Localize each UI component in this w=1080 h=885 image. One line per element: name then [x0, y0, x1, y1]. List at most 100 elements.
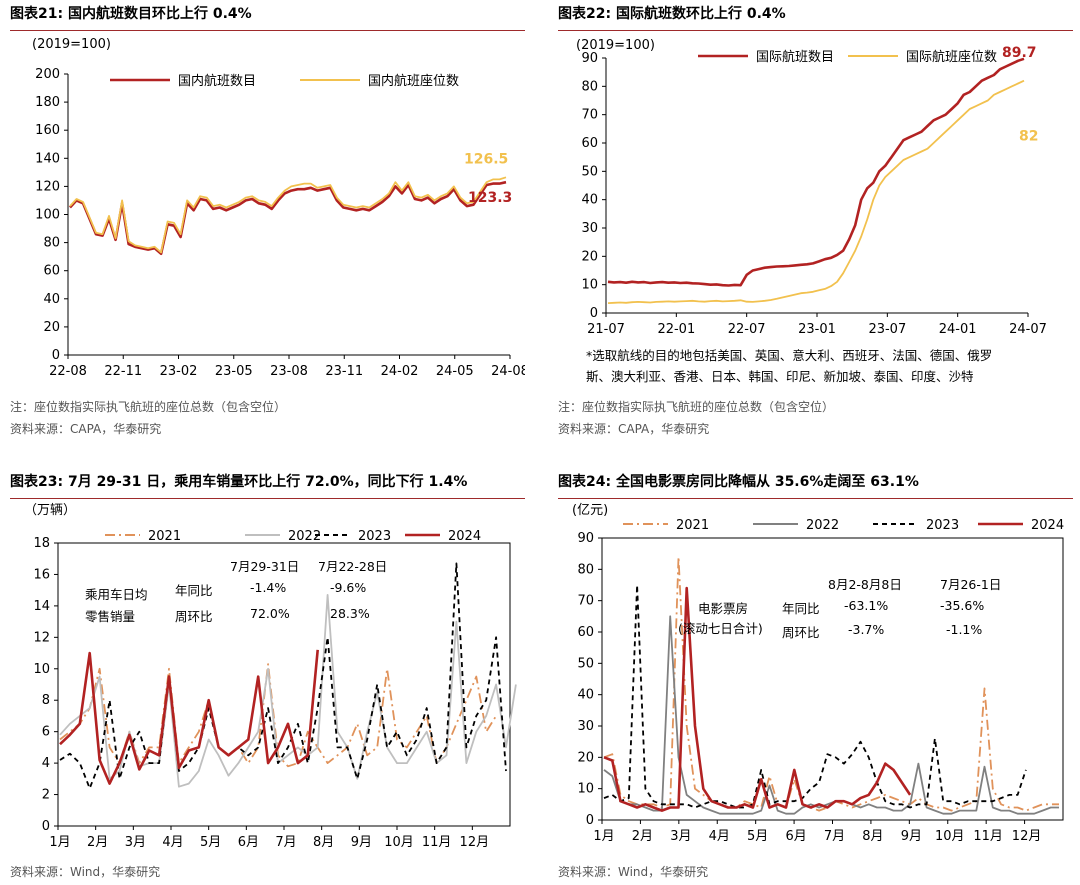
- y-tick-label: 90: [577, 531, 594, 546]
- legend-label: 2024: [448, 529, 481, 544]
- y-tick-label: 20: [581, 249, 598, 264]
- x-tick-label: 24-08: [491, 364, 525, 379]
- y-tick-label: 60: [43, 264, 60, 279]
- x-tick-label: 24-05: [436, 364, 474, 379]
- legend-label: 2023: [926, 518, 959, 533]
- panel-21-note: 注：座位数指实际执飞航班的座位总数（包含空位）: [10, 400, 287, 414]
- y-tick-label: 10: [581, 278, 598, 293]
- table-label-1: 电影票房: [698, 601, 749, 616]
- y-unit-label: (2019=100): [32, 37, 111, 52]
- end-value-label: 123.3: [468, 190, 512, 206]
- y-tick-label: 20: [43, 320, 60, 335]
- x-tick-label: 24-01: [939, 322, 977, 337]
- chart-21: 0 20 40 60 80 100 120 140 160 180 200 (2019=100) 22-…: [32, 37, 525, 379]
- value-yoy-current: -63.1%: [844, 598, 889, 613]
- x-tick-label: 22-08: [49, 364, 87, 379]
- x-tick-label: 6月: [238, 835, 259, 850]
- y-tick-label: 8: [42, 693, 50, 708]
- x-tick-label: 22-01: [657, 322, 695, 337]
- y-tick-label: 6: [42, 725, 50, 740]
- y-tick-label: 0: [590, 306, 598, 321]
- x-tick-label: 11月: [422, 835, 452, 850]
- series-line-国际航班座位数: [607, 79, 1025, 304]
- panel-21: 图表21: 国内航班数目环比上行 0.4% 0 20 40 60 80 100 120 140…: [10, 0, 525, 445]
- legend-label: 国内航班数目: [178, 73, 256, 89]
- y-tick-label: 40: [43, 292, 60, 307]
- x-tick-label: 11月: [973, 829, 1003, 844]
- col-header-2: 7月26-1日: [940, 577, 1002, 592]
- x-tick-label: 21-07: [587, 322, 625, 337]
- series-line-2023: [59, 562, 507, 790]
- title-divider: [10, 30, 525, 31]
- series-line-2024: [603, 586, 912, 812]
- value-yoy-previous: -9.6%: [330, 580, 367, 595]
- y-tick-label: 16: [33, 567, 50, 582]
- panel-23-stats-table: 7月29-31日 7月22-28日 乘用车日均 零售销量 年同比 周环比 -1.…: [80, 556, 410, 626]
- y-tick-label: 70: [577, 594, 594, 609]
- end-value-label: 82: [1019, 129, 1038, 145]
- col-header-1: 7月29-31日: [230, 559, 300, 574]
- x-tick-label: 1月: [593, 829, 614, 844]
- y-tick-label: 10: [577, 782, 594, 797]
- panel-24-source: 资料来源：Wind，华泰研究: [558, 865, 709, 879]
- legend-label: 国际航班数目: [756, 49, 834, 65]
- panel-21-title: 图表21: 国内航班数目环比上行 0.4%: [10, 6, 252, 22]
- y-tick-label: 50: [577, 656, 594, 671]
- y-tick-label: 120: [35, 179, 60, 194]
- x-tick-label: 22-07: [728, 322, 766, 337]
- x-tick-label: 12月: [460, 835, 490, 850]
- x-tick-label: 8月: [313, 835, 334, 850]
- x-tick-label: 6月: [785, 829, 806, 844]
- title-divider: [558, 30, 1073, 31]
- row-header-2: 周环比: [782, 625, 820, 640]
- y-tick-label: 12: [33, 630, 50, 645]
- y-tick-label: 40: [577, 688, 594, 703]
- panel-24-title: 图表24: 全国电影票房同比降幅从 35.6%走阔至 63.1%: [558, 474, 919, 490]
- value-yoy-previous: -35.6%: [940, 598, 985, 613]
- x-tick-label: 9月: [901, 829, 922, 844]
- series-line-2021: [603, 555, 1059, 812]
- legend-label: 2022: [288, 529, 321, 544]
- y-tick-label: 0: [52, 348, 60, 363]
- end-value-label: 89.7: [1002, 45, 1037, 61]
- y-tick-label: 40: [581, 193, 598, 208]
- y-unit-label: （万辆）: [24, 503, 76, 518]
- col-header-2: 7月22-28日: [318, 559, 388, 574]
- value-wow-previous: 28.3%: [330, 606, 370, 621]
- x-tick-label: 8月: [862, 829, 883, 844]
- x-tick-label: 5月: [200, 835, 221, 850]
- x-tick-label: 23-01: [798, 322, 836, 337]
- y-tick-label: 140: [35, 151, 60, 166]
- x-tick-label: 24-07: [1009, 322, 1047, 337]
- chart-22: 0 10 20 30 40 50 60 70 80 90(2019=100) 21-07 22-01 2…: [576, 38, 1047, 337]
- x-tick-label: 4月: [709, 829, 730, 844]
- x-tick-label: 1月: [49, 835, 70, 850]
- legend-label: 2022: [806, 518, 839, 533]
- y-tick-label: 80: [581, 79, 598, 94]
- x-tick-label: 23-02: [160, 364, 198, 379]
- legend-label: 国内航班座位数: [368, 73, 459, 89]
- y-tick-label: 160: [35, 123, 60, 138]
- end-value-label: 126.5: [464, 151, 508, 167]
- y-tick-label: 20: [577, 750, 594, 765]
- series-line-国内航班座位数: [69, 176, 507, 254]
- panel-22-footnote-2: 斯、澳大利亚、香港、日本、韩国、印尼、新加坡、泰国、印度、沙特: [586, 369, 974, 384]
- chart-24: 0 10 20 30 40 50 60 70 80 90 (亿元) 1月 2月 3月 4月 5月 6月 7月 8月 9…: [572, 503, 1064, 844]
- y-tick-label: 30: [581, 221, 598, 236]
- x-tick-label: 23-07: [868, 322, 906, 337]
- value-wow-current: -3.7%: [848, 622, 885, 637]
- y-tick-label: 70: [581, 108, 598, 123]
- col-header-1: 8月2-8月8日: [828, 577, 902, 592]
- y-tick-label: 80: [43, 236, 60, 251]
- x-tick-label: 23-11: [325, 364, 363, 379]
- y-tick-label: 10: [33, 662, 50, 677]
- panel-24-stats-table: 8月2-8月8日 7月26-1日 电影票房 (滚动七日合计) 年同比 周环比 -…: [678, 574, 1038, 644]
- table-label-2: 零售销量: [85, 609, 136, 624]
- y-tick-label: 60: [581, 136, 598, 151]
- y-unit-label: (亿元): [572, 503, 608, 518]
- y-tick-label: 60: [577, 625, 594, 640]
- row-header-1: 年同比: [782, 601, 820, 616]
- y-tick-label: 4: [42, 756, 50, 771]
- x-tick-label: 5月: [747, 829, 768, 844]
- y-tick-label: 30: [577, 719, 594, 734]
